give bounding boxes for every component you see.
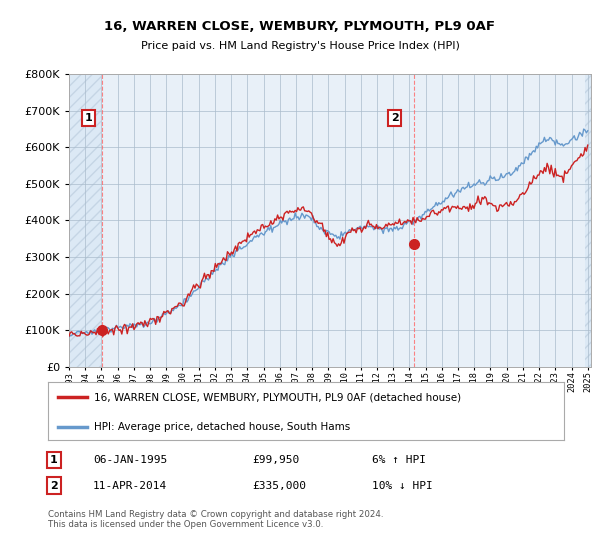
Text: 10% ↓ HPI: 10% ↓ HPI bbox=[372, 480, 433, 491]
Text: 2: 2 bbox=[391, 113, 399, 123]
Text: 16, WARREN CLOSE, WEMBURY, PLYMOUTH, PL9 0AF: 16, WARREN CLOSE, WEMBURY, PLYMOUTH, PL9… bbox=[104, 20, 496, 32]
Text: 2: 2 bbox=[50, 480, 58, 491]
Text: £335,000: £335,000 bbox=[252, 480, 306, 491]
Text: 11-APR-2014: 11-APR-2014 bbox=[93, 480, 167, 491]
Text: HPI: Average price, detached house, South Hams: HPI: Average price, detached house, Sout… bbox=[94, 422, 350, 432]
Text: 06-JAN-1995: 06-JAN-1995 bbox=[93, 455, 167, 465]
Text: Contains HM Land Registry data © Crown copyright and database right 2024.
This d: Contains HM Land Registry data © Crown c… bbox=[48, 510, 383, 529]
Text: 1: 1 bbox=[50, 455, 58, 465]
Text: £99,950: £99,950 bbox=[252, 455, 299, 465]
Text: 6% ↑ HPI: 6% ↑ HPI bbox=[372, 455, 426, 465]
Text: Price paid vs. HM Land Registry's House Price Index (HPI): Price paid vs. HM Land Registry's House … bbox=[140, 41, 460, 51]
Text: 16, WARREN CLOSE, WEMBURY, PLYMOUTH, PL9 0AF (detached house): 16, WARREN CLOSE, WEMBURY, PLYMOUTH, PL9… bbox=[94, 393, 461, 403]
Text: 1: 1 bbox=[85, 113, 92, 123]
